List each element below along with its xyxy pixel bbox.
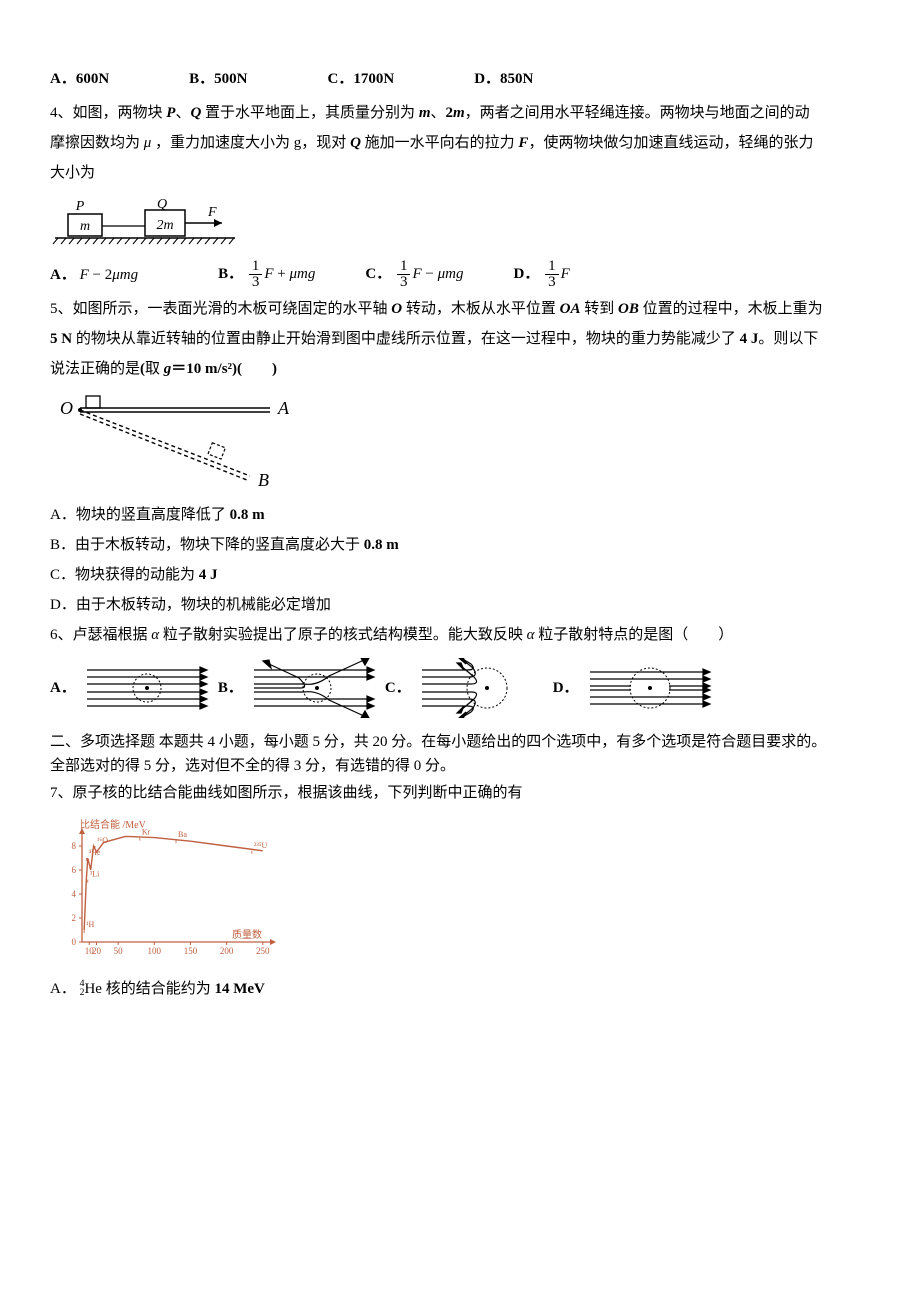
q4-stem-line2: 摩擦因数均为 μ ，重力加速度大小为 g，现对 Q 施加一水平向右的拉力 F，使… xyxy=(50,128,870,158)
q4-choice-b-label: B． xyxy=(218,266,243,282)
q3-choices: A．600N B．500N C．1700N D．850N xyxy=(50,64,870,94)
q7-stem: 7、原子核的比结合能曲线如图所示，根据该曲线，下列判断中正确的有 xyxy=(50,778,870,808)
svg-text:20: 20 xyxy=(92,946,102,956)
svg-text:200: 200 xyxy=(220,946,234,956)
q4-force-f-label: F xyxy=(207,205,217,220)
q6-stem: 6、卢瑟福根据 α 粒子散射实验提出了原子的核式结构模型。能大致反映 α 粒子散… xyxy=(50,620,870,650)
q4-block-q-label: Q xyxy=(157,197,167,212)
q4-block-m-label: m xyxy=(80,219,90,234)
q4-stem-line3: 大小为 xyxy=(50,158,870,188)
q6-label-b: B． xyxy=(218,673,243,703)
section2-line2: 全部选对的得 5 分，选对但不全的得 3 分，有选错的得 0 分。 xyxy=(50,754,870,778)
q4-block-2m-label: 2m xyxy=(156,218,173,233)
q6-figure: A． B． C． xyxy=(50,658,870,718)
q7-a-atomicnum: 2 xyxy=(80,989,85,998)
q5-stem-line1: 5、如图所示，一表面光滑的木板可绕固定的水平轴 O 转动，木板从水平位置 OA … xyxy=(50,294,870,324)
q4-choice-a-label: A． xyxy=(50,267,76,283)
q6-option-b-icon xyxy=(249,658,379,718)
svg-text:250: 250 xyxy=(256,946,270,956)
svg-text:¹⁶O: ¹⁶O xyxy=(97,836,108,845)
q5-o-label: O xyxy=(60,398,73,418)
q5-choice-a: A．物块的竖直高度降低了 0.8 m xyxy=(50,500,870,530)
svg-text:8: 8 xyxy=(72,841,77,851)
svg-text:100: 100 xyxy=(148,946,162,956)
q3-choice-a: A．600N xyxy=(50,64,109,94)
q5-b-label: B xyxy=(258,470,269,490)
q4-choice-d-label: D． xyxy=(514,266,540,282)
svg-text:⁴He: ⁴He xyxy=(88,848,101,857)
q4-block-p-label: P xyxy=(75,199,85,214)
svg-text:0: 0 xyxy=(72,937,77,947)
q7-chart: 02468102050100150200250比结合能 /MeV质量数¹H³Li… xyxy=(50,816,870,966)
svg-text:150: 150 xyxy=(184,946,198,956)
svg-text:2: 2 xyxy=(72,913,77,923)
q7-a-symbol: He xyxy=(84,981,102,997)
q6-label-a: A． xyxy=(50,673,76,703)
q5-a-label: A xyxy=(277,398,290,418)
q4-choice-b: B． 13F + μmg xyxy=(218,259,315,290)
q5-choice-d: D．由于木板转动，物块的机械能必定增加 xyxy=(50,590,870,620)
q4-choice-c-label: C． xyxy=(365,266,391,282)
q6-label-d: D． xyxy=(553,673,579,703)
svg-text:6: 6 xyxy=(72,865,77,875)
svg-text:质量数: 质量数 xyxy=(232,928,262,941)
q4-stem-line1: 4、如图，两物块 P、Q 置于水平地面上，其质量分别为 m、2m，两者之间用水平… xyxy=(50,98,870,128)
q5-stem-line3: 说法正确的是(取 g＝10 m/s²)( ) xyxy=(50,354,870,384)
q4-choice-d: D． 13F xyxy=(514,259,570,290)
q4-d-num: 1 xyxy=(545,259,559,275)
q4-stem-l1-prefix: 4、如图，两物块 P、Q 置于水平地面上，其质量分别为 m、2m，两者之间用水平… xyxy=(50,105,810,121)
q6-option-a-icon xyxy=(82,658,212,718)
q3-choice-c: C．1700N xyxy=(328,64,395,94)
svg-text:比结合能 /MeV: 比结合能 /MeV xyxy=(80,818,147,831)
q4-c-num: 1 xyxy=(397,259,411,275)
q4-choice-a: A． F − 2μmg xyxy=(50,260,138,290)
svg-text:¹H: ¹H xyxy=(86,920,94,929)
q4-b-den: 3 xyxy=(249,275,263,290)
q4-choice-c: C． 13F − μmg xyxy=(365,259,463,290)
q7-choice-a: A． 42He 核的结合能约为 14 MeV xyxy=(50,974,870,1004)
q4-figure: m P 2m Q F xyxy=(50,196,870,251)
q5-choice-b: B．由于木板转动，物块下降的竖直高度必大于 0.8 m xyxy=(50,530,870,560)
q4-choices: A． F − 2μmg B． 13F + μmg C． 13F − μmg D．… xyxy=(50,259,870,290)
q3-choice-b: B．500N xyxy=(189,64,247,94)
q7-a-post: 核的结合能约为 14 MeV xyxy=(106,981,265,997)
q5-figure: O A B xyxy=(50,392,870,492)
svg-text:4: 4 xyxy=(72,889,77,899)
q4-d-den: 3 xyxy=(545,275,559,290)
svg-text:50: 50 xyxy=(114,946,124,956)
svg-text:Ba: Ba xyxy=(178,830,187,839)
svg-text:²³⁵U: ²³⁵U xyxy=(254,841,268,850)
q7-a-nuclide: 42He xyxy=(80,974,102,1004)
q4-c-den: 3 xyxy=(397,275,411,290)
q6-option-c-icon xyxy=(417,658,547,718)
q5-stem-line2: 5 N 的物块从靠近转轴的位置由静止开始滑到图中虚线所示位置，在这一过程中，物块… xyxy=(50,324,870,354)
q3-choice-d: D．850N xyxy=(474,64,533,94)
q6-label-c: C． xyxy=(385,673,411,703)
section2-line1: 二、多项选择题 本题共 4 小题，每小题 5 分，共 20 分。在每小题给出的四… xyxy=(50,730,870,754)
q4-b-num: 1 xyxy=(249,259,263,275)
svg-text:³Li: ³Li xyxy=(90,870,100,879)
q7-a-prefix: A． xyxy=(50,981,76,997)
q5-choice-c: C．物块获得的动能为 4 J xyxy=(50,560,870,590)
svg-text:Kr: Kr xyxy=(142,828,151,837)
q6-option-d-icon xyxy=(585,658,715,718)
